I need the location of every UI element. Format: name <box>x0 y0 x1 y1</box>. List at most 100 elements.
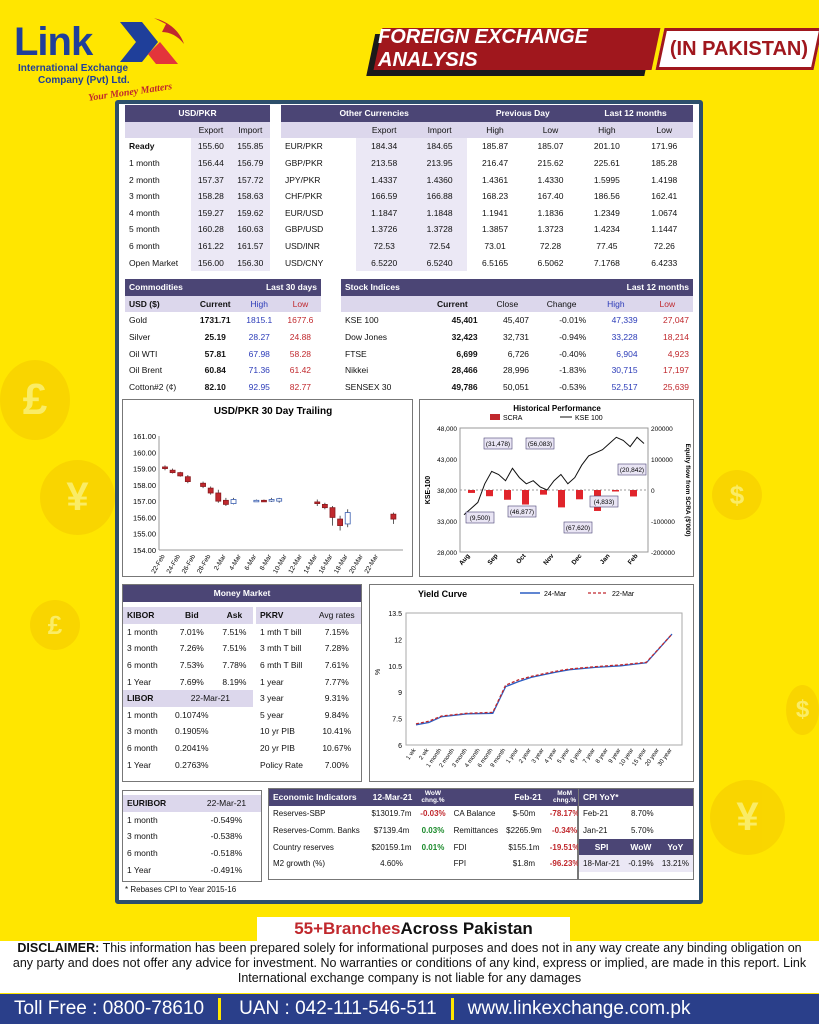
candle <box>215 492 222 502</box>
yield-line <box>415 633 673 725</box>
y-tick-label: 13.5 <box>388 611 402 618</box>
chart-title: USD/PKR 30 Day Trailing <box>214 406 332 417</box>
y-tick-label: 159.00 <box>133 465 156 474</box>
x-tick-label: 8-Mar <box>259 553 274 572</box>
pound-coin-icon: £ <box>0 360 70 440</box>
table-row: Open Market 156.00 156.30 <box>125 254 270 271</box>
table-row: 6 month 7.53% 7.78% <box>127 660 247 671</box>
bar-label-box <box>617 463 647 476</box>
candle <box>230 499 237 504</box>
candle <box>314 501 321 504</box>
scra-bar <box>522 490 529 505</box>
candle <box>329 507 336 518</box>
y-tick-label: 157.00 <box>133 497 156 506</box>
candle <box>223 499 229 505</box>
legend-swatch-scra <box>490 414 500 420</box>
plot-area <box>405 612 683 746</box>
scra-bar <box>486 490 493 497</box>
branches-promo: 55+Branches Across Pakistan <box>257 917 570 941</box>
economic-indicators-table: Economic Indicators 12-Mar-21 WoW chng.% Fe… <box>269 789 584 872</box>
historical-svg: Historical Performance SCRA KSE 100 48,000 4… <box>425 404 691 567</box>
y2-tick-label: -100000 <box>651 519 675 526</box>
candle <box>261 499 267 503</box>
scra-bar <box>540 490 547 495</box>
table-row: 6 month 161.22 161.57 <box>125 237 270 255</box>
cpi-table: CPI YoY* Feb-21 8.70% Jan-21 5.70% SPI WoW Yo… <box>579 789 693 872</box>
table-row: JPY/PKR 1.4337 1.4360 1.4361 1.4330 1.5995 1.4… <box>281 171 693 188</box>
table-row: FTSE 6,699 6,726 -0.40% 6,904 4,923 <box>345 348 689 359</box>
x-tick-label: 2 year <box>518 748 532 765</box>
y2-axis-label: Equity flow from SCRA ($'000) <box>684 443 691 536</box>
scra-bar <box>576 490 583 500</box>
table-row: GBP/PKR 213.58 213.95 216.47 215.62 225.61 185… <box>281 154 693 172</box>
table-row: EUR/PKR 184.34 184.65 185.87 185.07 201.10 171… <box>281 138 693 155</box>
table-row: 3 year 9.31% <box>260 693 349 704</box>
website-link[interactable]: www.linkexchange.com.pk <box>467 998 691 1019</box>
y-tick-label: 33,000 <box>437 519 457 526</box>
y-tick-label: 43,000 <box>437 457 457 464</box>
table-row: Gold 1731.71 1815.1 1677.6 <box>129 315 314 326</box>
table-row: USD/INR 72.53 72.54 73.01 72.28 77.45 72.26 <box>281 237 693 255</box>
table-row: Nikkei 28,466 28,996 -1.83% 30,715 17,197 <box>345 365 689 376</box>
bar-label: (46,877) <box>510 509 534 516</box>
y-tick-label: 155.00 <box>133 530 156 539</box>
candle <box>162 466 168 469</box>
table-row: Cotton#2 (¢) 82.10 92.95 82.77 <box>129 381 312 392</box>
candle <box>321 504 328 509</box>
bar-label: (56,083) <box>528 441 552 448</box>
yield-curve-chart: Yield Curve 24-Mar 22-Mar 13.5 12 10.5 9 7.5 6% 1… <box>369 584 694 782</box>
x-tick-label: 4-Mar <box>228 553 243 572</box>
x-tick-label: 8 year <box>595 748 609 765</box>
legend-kse: KSE 100 <box>575 415 603 422</box>
y-tick-label: 12 <box>394 637 402 644</box>
candle <box>276 498 283 502</box>
candle <box>268 499 275 502</box>
table-row: 3 month -0.538% <box>127 831 243 842</box>
table-row: 3 month 158.28 158.63 <box>125 187 270 205</box>
table-row: GBP/USD 1.3726 1.3728 1.3857 1.3723 1.4234 1.1… <box>281 221 693 238</box>
table-row: Oil Brent 60.84 71.36 61.42 <box>129 365 312 376</box>
y-tick-label: 28,000 <box>437 550 457 557</box>
y-tick-label: 48,000 <box>437 426 457 433</box>
toll-free[interactable]: Toll Free : 0800-78610 <box>14 998 205 1019</box>
chart-title: Yield Curve <box>418 589 467 599</box>
bar-label-box <box>589 495 619 508</box>
y2-tick-label: 200000 <box>651 426 673 433</box>
table-row: 1 month 156.44 156.79 <box>125 154 270 172</box>
kibor-table: KIBOR Bid Ask 1 month 7.01% 7.51% 3 month 7.26… <box>123 607 253 773</box>
yen-coin-icon: ¥ <box>710 780 785 855</box>
y-tick-label: 6 <box>398 743 402 750</box>
yen-coin-icon: ¥ <box>40 460 115 535</box>
table-row: Oil WTI 57.81 67.98 58.28 <box>129 348 312 359</box>
table-row: 5 year 9.84% <box>260 709 349 720</box>
brand-x-icon <box>120 18 184 64</box>
legend-24mar: 24-Mar <box>544 591 567 598</box>
table-row: 6 month -0.518% <box>127 848 243 859</box>
y-tick-label: 38,000 <box>437 488 457 495</box>
legend-22mar: 22-Mar <box>612 591 635 598</box>
table-row: 10 yr PIB 10.41% <box>260 726 352 737</box>
table-row: 1 Year -0.491% <box>127 864 243 875</box>
table-row: 20 yr PIB 10.67% <box>260 743 352 754</box>
x-tick-label: 2 wk <box>418 747 431 761</box>
table-row: 6 mth T Bill 7.61% <box>260 660 349 671</box>
y2-tick-label: -200000 <box>651 550 675 557</box>
table-row: Policy Rate 7.00% <box>260 759 349 770</box>
brand-sub1: International Exchange <box>18 63 129 74</box>
bar-label-box <box>483 437 513 450</box>
x-tick-label: 1 wk <box>406 747 419 761</box>
pkrv-table: PKRV Avg rates 1 mth T bill 7.15% 3 mth T b… <box>256 607 361 773</box>
x-tick-label: 6-Mar <box>244 553 259 572</box>
other-currencies-table: Other Currencies Previous Day Last 12 mont… <box>281 105 693 271</box>
y-tick-label: 160.00 <box>133 448 156 457</box>
table-row: 5 month 160.28 160.63 <box>125 221 270 238</box>
table-row: 1 month 0.1074% <box>127 709 209 720</box>
brand-name: Link <box>14 20 93 64</box>
bar-label-box <box>525 437 555 450</box>
table-row: 1 mth T bill 7.15% <box>260 626 349 637</box>
euribor-table: EURIBOR 22-Mar-21 1 month -0.549% 3 month -0… <box>123 795 261 878</box>
table-row: 2 month 157.37 157.72 <box>125 171 270 188</box>
disclaimer: DISCLAIMER: This information has been pr… <box>0 941 819 993</box>
uan[interactable]: UAN : 042-111-546-511 <box>239 998 437 1019</box>
stock-indices-table: Stock Indices Last 12 months Current Close… <box>341 279 693 395</box>
